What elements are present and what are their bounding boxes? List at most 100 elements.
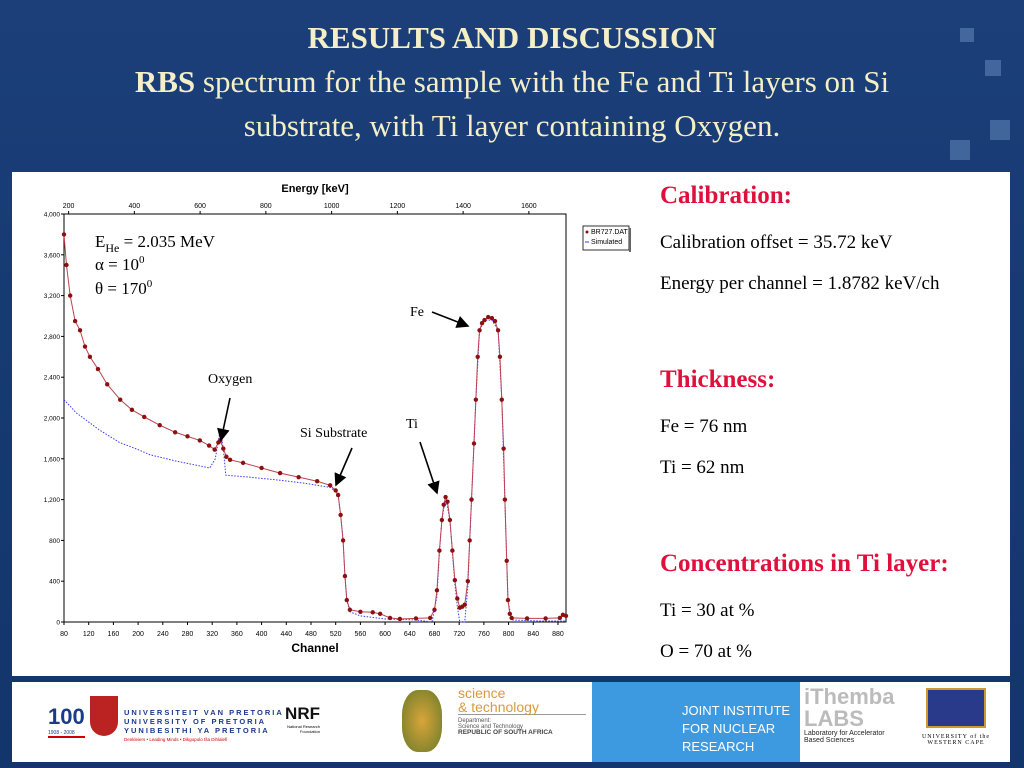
- rbs-spectrum-chart: 80 120 160 200 240 280 320 360 400 440 480 520 560 60…: [44, 183, 631, 655]
- measured-data-point: [450, 548, 455, 553]
- oxygen-label: Oxygen: [208, 372, 252, 387]
- measured-data-point: [467, 538, 472, 543]
- measured-data-point: [61, 232, 67, 237]
- y-tick-label: 2,000: [44, 416, 61, 423]
- measured-data-point: [504, 558, 509, 563]
- y-tick-label: 2,800: [44, 334, 61, 341]
- measured-data-point: [64, 262, 69, 268]
- measured-data-point: [427, 615, 433, 621]
- measured-data-point: [95, 366, 101, 372]
- slide-title: RESULTS AND DISCUSSION RBS spectrum for …: [0, 16, 1024, 148]
- measured-data-point: [499, 397, 504, 402]
- measured-data-point: [443, 494, 448, 500]
- measured-data-point: [509, 615, 514, 621]
- title-rbs: RBS: [134, 64, 196, 99]
- ithemba-logo: iThemba LABS Laboratory for Accelerator …: [804, 684, 895, 745]
- measured-data-point: [221, 446, 226, 451]
- measured-data-point: [240, 460, 246, 466]
- ti-label: Ti: [406, 417, 418, 432]
- measured-data-point: [439, 517, 445, 523]
- fe-label: Fe: [410, 305, 424, 320]
- measured-data-point: [445, 499, 450, 504]
- measured-data-point: [157, 422, 162, 428]
- measured-data-point: [105, 382, 110, 387]
- y-tick-label: 2,400: [44, 375, 61, 382]
- decor-square: [990, 120, 1010, 140]
- measured-data-point: [477, 328, 482, 333]
- measured-data-point: [77, 328, 83, 333]
- x-tick-label: 440: [280, 631, 292, 638]
- measured-data-point: [172, 430, 178, 435]
- measured-data-point: [227, 457, 233, 463]
- chart-annotations: EHe = 2.035 MeV α = 100 θ = 1700 Fe Oxyg…: [95, 232, 424, 441]
- x-tick-label: 880: [552, 631, 564, 638]
- x-tick-label: 120: [83, 631, 95, 638]
- measured-data-point: [502, 497, 508, 502]
- ti-concentration: Ti = 30 at %: [660, 600, 755, 621]
- x-tick-label: 320: [206, 631, 218, 638]
- energy-per-channel: Energy per channel = 1.8782 keV/ch: [660, 273, 940, 294]
- x-tick-label: 680: [429, 631, 441, 638]
- measured-data-point: [479, 320, 485, 326]
- ti-thickness: Ti = 62 nm: [660, 457, 745, 478]
- measured-data-point: [206, 443, 212, 448]
- measured-data-point: [397, 616, 403, 622]
- up-logo: 100 1908 - 2008: [48, 704, 85, 738]
- x-tick-label: 400: [256, 631, 268, 638]
- measured-data-point: [387, 615, 393, 621]
- measured-data-point: [432, 607, 437, 612]
- x2-tick-label: 200: [63, 203, 75, 210]
- measured-data-point: [185, 434, 190, 439]
- uwc-crest-icon: [926, 688, 986, 728]
- decor-square: [950, 140, 970, 160]
- si-substrate-label: Si Substrate: [300, 426, 367, 441]
- measured-data-point: [82, 344, 88, 349]
- up-wordmark: UNIVERSITEIT VAN PRETORIA UNIVERSITY OF P…: [124, 708, 284, 742]
- measured-data-point: [212, 447, 217, 452]
- x-tick-label: 360: [231, 631, 243, 638]
- measured-data-point: [469, 497, 474, 502]
- sa-coat-of-arms-icon: [402, 690, 442, 752]
- x-tick-label: 200: [132, 631, 144, 638]
- measured-data-point: [333, 488, 338, 493]
- oxygen-arrow: [217, 397, 231, 442]
- concentrations-heading: Concentrations in Ti layer:: [660, 550, 949, 577]
- decor-square: [985, 60, 1001, 76]
- measured-data-point: [462, 602, 467, 607]
- measured-data-point: [489, 315, 495, 321]
- measured-data-point: [543, 616, 548, 621]
- measured-data-point: [465, 579, 471, 584]
- ti-arrow: [419, 441, 440, 495]
- title-heading: RESULTS AND DISCUSSION: [307, 20, 717, 55]
- legend-measured: BR727.DAT: [591, 229, 629, 236]
- measured-data-point: [327, 483, 333, 488]
- o-concentration: O = 70 at %: [660, 641, 752, 662]
- measured-data-point: [447, 517, 453, 523]
- alpha-label: α = 100: [95, 254, 145, 274]
- measured-data-point: [296, 474, 301, 480]
- measured-data-point: [485, 314, 491, 320]
- measured-data-point: [437, 548, 442, 553]
- y-tick-label: 400: [49, 579, 60, 586]
- measured-data-point: [347, 607, 353, 612]
- x-tick-label: 280: [182, 631, 194, 638]
- measured-data-point: [475, 354, 480, 359]
- title-line2: spectrum for the sample with the Fe and …: [195, 64, 890, 99]
- calibration-heading: Calibration:: [660, 182, 792, 209]
- x-tick-label: 640: [404, 631, 416, 638]
- x2-tick-label: 400: [129, 203, 141, 210]
- x-tick-label: 840: [527, 631, 539, 638]
- up-crest-icon: [90, 696, 118, 736]
- measured-data-point: [524, 616, 530, 621]
- thickness-heading: Thickness:: [660, 366, 776, 393]
- beam-energy-label: EHe = 2.035 MeV: [95, 232, 216, 255]
- x2-tick-label: 600: [194, 203, 206, 210]
- x2-tick-label: 1600: [521, 203, 537, 210]
- x-tick-label: 80: [60, 631, 68, 638]
- fe-arrow: [431, 311, 470, 328]
- x2-tick-label: 1200: [390, 203, 406, 210]
- measured-data-point: [129, 407, 135, 413]
- calibration-offset: Calibration offset = 35.72 keV: [660, 232, 893, 253]
- measured-data-point: [72, 318, 78, 324]
- sponsor-logos: 100 1908 - 2008 UNIVERSITEIT VAN PRETORI…: [12, 682, 1010, 762]
